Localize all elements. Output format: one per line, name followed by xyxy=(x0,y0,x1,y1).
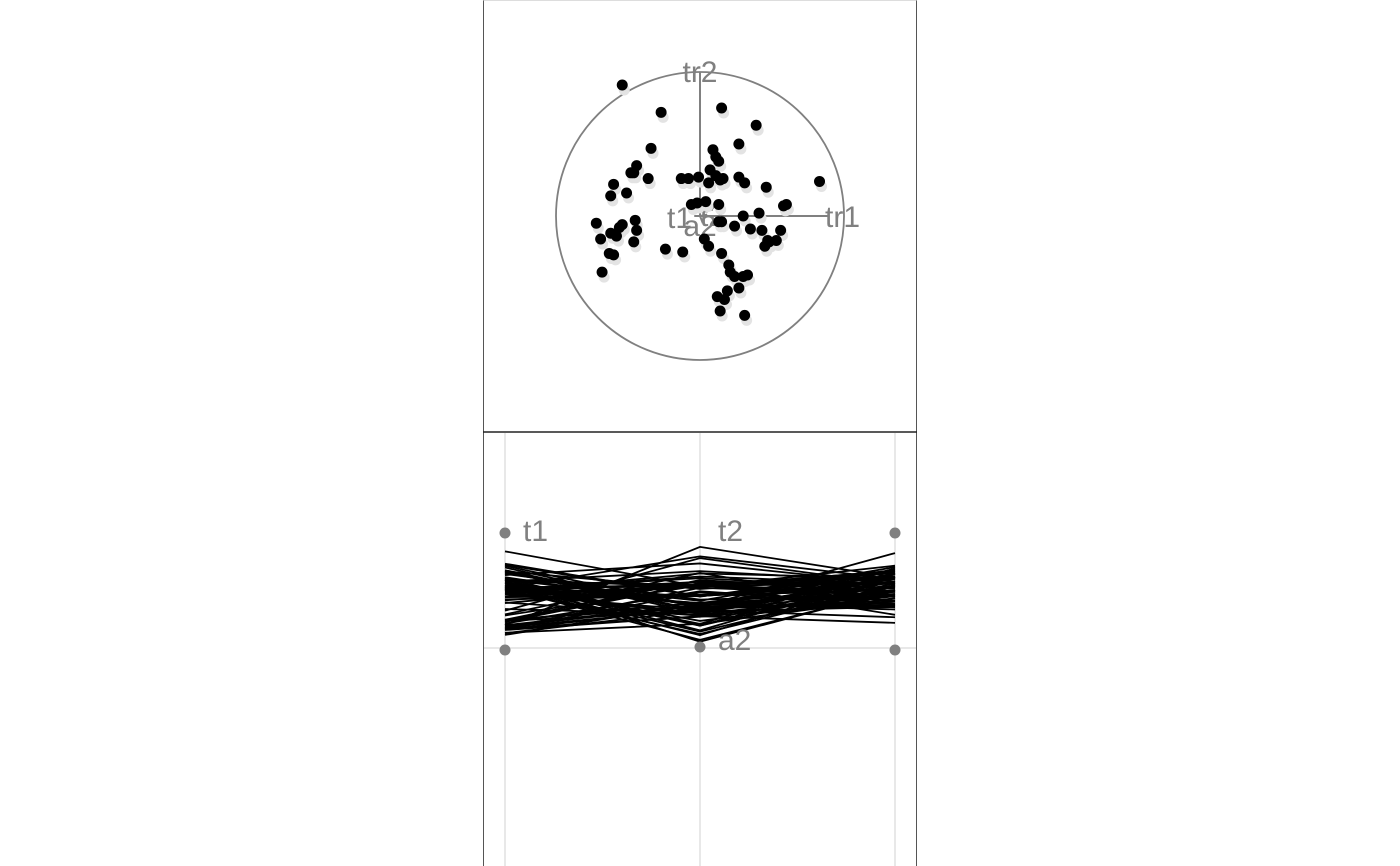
data-point xyxy=(713,198,725,210)
data-point xyxy=(716,102,728,114)
data-point xyxy=(642,173,654,185)
parallel-line xyxy=(504,570,896,590)
parallel-lines xyxy=(504,545,896,643)
parallel-line xyxy=(504,577,896,626)
data-point xyxy=(733,138,745,150)
data-point xyxy=(616,79,628,91)
data-point xyxy=(760,181,772,193)
data-point xyxy=(608,178,620,190)
parallel-axis-label-t2: t2 xyxy=(718,515,743,548)
data-point xyxy=(698,233,710,245)
plot-frame xyxy=(483,0,917,866)
data-point xyxy=(716,216,728,228)
data-point xyxy=(659,243,671,255)
data-point xyxy=(714,305,726,317)
data-point xyxy=(750,119,762,131)
data-point xyxy=(677,246,689,258)
data-point xyxy=(729,270,741,282)
data-point xyxy=(631,224,643,236)
data-point xyxy=(739,309,751,321)
projection-axis-a2 xyxy=(699,215,704,224)
parallel-axis-marker xyxy=(889,644,901,656)
data-point xyxy=(590,217,602,229)
parallel-line xyxy=(504,572,896,632)
parallel-line xyxy=(504,585,896,635)
data-point xyxy=(742,269,754,281)
data-point xyxy=(700,196,712,208)
data-point xyxy=(814,175,826,187)
data-point xyxy=(721,285,733,297)
data-point xyxy=(629,214,641,226)
data-point xyxy=(703,177,715,189)
parallel-line xyxy=(504,550,896,588)
data-point xyxy=(685,198,697,210)
data-point xyxy=(729,220,741,232)
data-point xyxy=(711,291,723,303)
projection-axis-label-tr1: tr1 xyxy=(825,201,860,234)
parallel-line xyxy=(504,584,896,633)
parallel-line xyxy=(504,599,896,629)
data-point xyxy=(744,223,756,235)
data-point xyxy=(595,233,607,245)
data-point xyxy=(628,236,640,248)
projection-axis-t2 xyxy=(699,213,708,217)
parallel-axis-marker xyxy=(499,644,511,656)
data-point xyxy=(608,249,620,261)
parallel-line xyxy=(504,575,896,637)
data-point xyxy=(621,187,633,199)
data-point xyxy=(756,224,768,236)
data-point xyxy=(645,142,657,154)
data-point xyxy=(717,173,729,185)
projection-axis-label-tr2: tr2 xyxy=(682,56,717,89)
parallel-line xyxy=(504,590,896,616)
parallel-axis-marker xyxy=(499,527,511,539)
data-point xyxy=(739,177,751,189)
data-point xyxy=(610,230,622,242)
parallel-axis-marker xyxy=(694,641,706,653)
parallel-axis-label-t1: t1 xyxy=(523,515,548,548)
data-point xyxy=(693,171,705,183)
data-point xyxy=(753,207,765,219)
parallel-axis-labels: t1 t2 a2 xyxy=(523,515,751,657)
parallel-line xyxy=(504,575,896,597)
data-point xyxy=(613,222,625,234)
parallel-axis-marker xyxy=(889,527,901,539)
data-point xyxy=(780,198,792,210)
parallel-line xyxy=(504,552,896,608)
parallel-endpoints xyxy=(499,527,901,656)
data-point xyxy=(682,173,694,185)
data-point xyxy=(605,190,617,202)
data-point xyxy=(713,155,725,167)
data-point xyxy=(763,236,775,248)
data-point xyxy=(733,282,745,294)
data-point xyxy=(631,160,643,172)
data-point xyxy=(737,210,749,222)
data-point xyxy=(596,266,608,278)
data-point xyxy=(775,224,787,236)
data-point xyxy=(655,106,667,118)
data-point xyxy=(716,247,728,259)
parallel-axis-label-a2: a2 xyxy=(718,624,751,657)
projection-points xyxy=(590,79,826,321)
